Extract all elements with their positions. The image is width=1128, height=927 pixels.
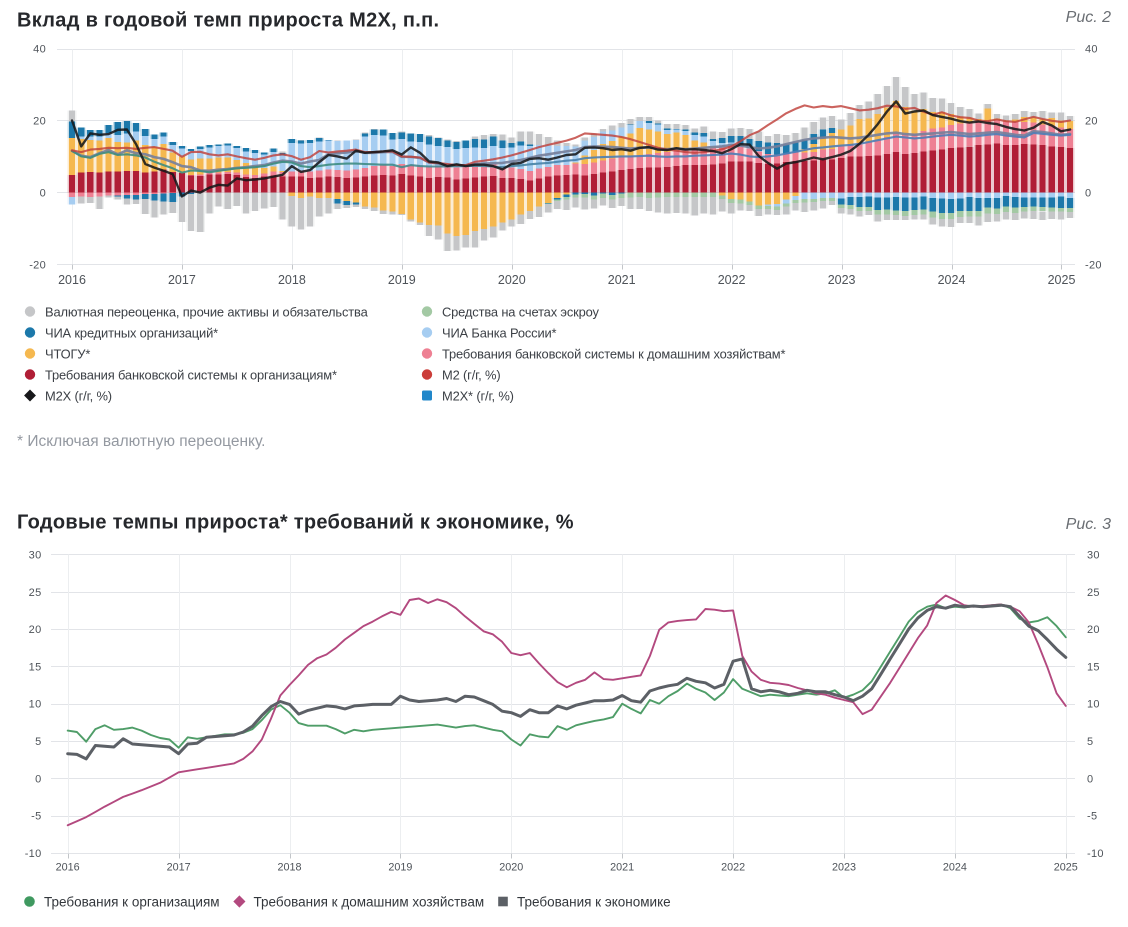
svg-text:2024: 2024 [943, 862, 967, 874]
svg-text:2023: 2023 [832, 862, 856, 874]
svg-text:30: 30 [1087, 550, 1100, 562]
svg-text:0: 0 [1087, 773, 1093, 785]
svg-text:* Исключая валютную переоценку: * Исключая валютную переоценку. [17, 433, 265, 450]
svg-text:2018: 2018 [278, 273, 306, 287]
svg-text:2018: 2018 [277, 862, 301, 874]
svg-text:-10: -10 [25, 848, 42, 860]
svg-text:2023: 2023 [828, 273, 856, 287]
svg-text:-20: -20 [1085, 260, 1102, 272]
svg-text:0: 0 [35, 773, 41, 785]
svg-text:Средства на счетах эскроу: Средства на счетах эскроу [442, 304, 600, 319]
svg-text:2020: 2020 [499, 862, 523, 874]
svg-text:Вклад в годовой темп прироста: Вклад в годовой темп прироста М2Х, п.п. [17, 10, 439, 32]
svg-text:20: 20 [29, 624, 42, 636]
svg-text:40: 40 [1085, 44, 1098, 56]
svg-text:20: 20 [1085, 116, 1098, 128]
svg-text:2021: 2021 [610, 862, 634, 874]
svg-text:15: 15 [1087, 661, 1100, 673]
svg-text:Годовые темпы прироста* требов: Годовые темпы прироста* требований к эко… [17, 512, 574, 534]
svg-text:0: 0 [40, 188, 46, 200]
svg-text:М2 (г/г, %): М2 (г/г, %) [442, 367, 500, 382]
svg-text:ЧТОГУ*: ЧТОГУ* [45, 346, 90, 361]
svg-text:М2Х (г/г, %): М2Х (г/г, %) [45, 388, 112, 403]
svg-text:25: 25 [1087, 587, 1100, 599]
svg-text:Требования к организациям: Требования к организациям [44, 894, 220, 909]
svg-text:-5: -5 [31, 811, 41, 823]
svg-text:30: 30 [29, 550, 42, 562]
svg-text:0: 0 [1085, 188, 1091, 200]
svg-text:2019: 2019 [388, 273, 416, 287]
svg-text:10: 10 [1087, 699, 1100, 711]
svg-text:2016: 2016 [56, 862, 80, 874]
svg-text:Валютная переоценка, прочие ак: Валютная переоценка, прочие активы и обя… [45, 304, 369, 319]
svg-text:2017: 2017 [168, 273, 196, 287]
svg-text:20: 20 [33, 116, 46, 128]
svg-text:2022: 2022 [718, 273, 746, 287]
svg-text:2020: 2020 [498, 273, 526, 287]
svg-text:Требования банковской системы: Требования банковской системы к организа… [45, 367, 337, 382]
svg-text:Рис. 3: Рис. 3 [1066, 516, 1111, 533]
svg-text:Требования банковской системы: Требования банковской системы к домашним… [442, 346, 785, 361]
svg-text:40: 40 [33, 44, 46, 56]
svg-text:2019: 2019 [388, 862, 412, 874]
svg-text:2025: 2025 [1048, 273, 1076, 287]
svg-text:2024: 2024 [938, 273, 966, 287]
svg-text:Требования к домашним хозяйств: Требования к домашним хозяйствам [254, 894, 485, 909]
svg-text:2021: 2021 [608, 273, 636, 287]
svg-text:-5: -5 [1087, 811, 1097, 823]
svg-text:2022: 2022 [721, 862, 745, 874]
svg-text:15: 15 [29, 661, 42, 673]
svg-text:20: 20 [1087, 624, 1100, 636]
svg-text:-10: -10 [1087, 848, 1104, 860]
svg-text:М2Х* (г/г, %): М2Х* (г/г, %) [442, 388, 514, 403]
svg-text:Рис. 2: Рис. 2 [1066, 9, 1111, 26]
svg-text:5: 5 [35, 736, 41, 748]
svg-text:-20: -20 [29, 260, 46, 272]
svg-text:Требования к экономике: Требования к экономике [517, 894, 671, 909]
svg-text:5: 5 [1087, 736, 1093, 748]
svg-text:2017: 2017 [167, 862, 191, 874]
svg-text:ЧИА Банка России*: ЧИА Банка России* [442, 325, 557, 340]
svg-text:10: 10 [29, 699, 42, 711]
svg-text:2025: 2025 [1054, 862, 1078, 874]
svg-text:25: 25 [29, 587, 42, 599]
svg-text:2016: 2016 [58, 273, 86, 287]
svg-text:ЧИА кредитных организаций*: ЧИА кредитных организаций* [45, 325, 218, 340]
